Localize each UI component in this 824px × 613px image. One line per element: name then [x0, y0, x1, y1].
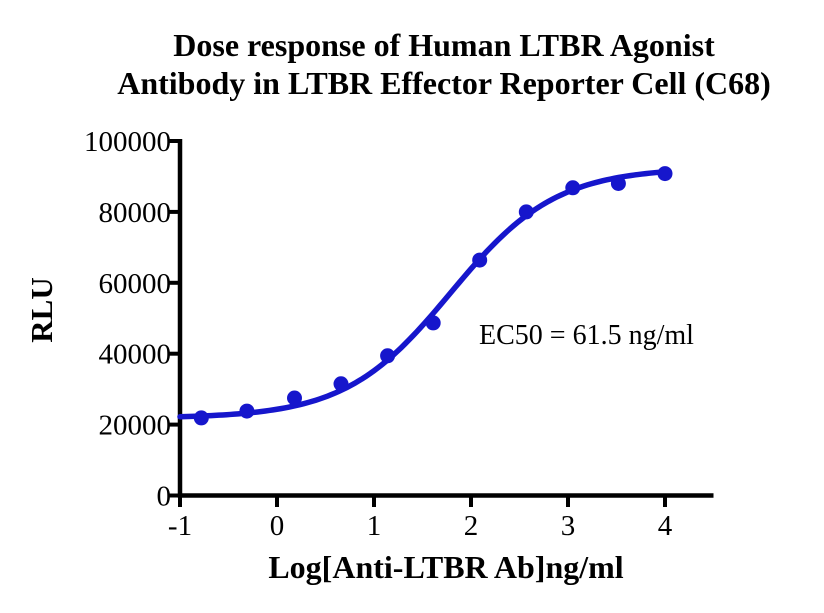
axes-group — [168, 139, 714, 507]
data-point — [610, 176, 626, 191]
x-tick-label: 4 — [658, 510, 673, 542]
x-axis-title: Log[Anti-LTBR Ab]ng/ml — [268, 549, 624, 585]
x-tick-label: 3 — [561, 510, 576, 542]
data-point — [657, 166, 673, 182]
x-tick-label: 0 — [270, 510, 285, 542]
data-point — [380, 348, 396, 364]
y-tick-label: 100000 — [84, 126, 171, 158]
axis-spine — [177, 139, 714, 498]
data-points-group — [193, 166, 673, 426]
y-tick-label: 80000 — [99, 197, 172, 229]
y-tick-label: 20000 — [99, 410, 172, 442]
chart-title-line1: Dose response of Human LTBR Agonist — [173, 27, 715, 63]
chart-title-line2: Antibody in LTBR Effector Reporter Cell … — [117, 65, 771, 101]
data-point — [287, 390, 302, 406]
data-point — [425, 315, 441, 331]
data-point — [333, 376, 349, 392]
data-point — [472, 252, 488, 268]
data-point — [239, 403, 255, 419]
x-tick-label: 2 — [464, 510, 479, 542]
ec50-annotation: EC50 = 61.5 ng/ml — [479, 320, 694, 351]
chart-title: Dose response of Human LTBR Agonist Anti… — [117, 26, 771, 102]
y-tick-label: 0 — [157, 481, 172, 513]
fit-curve-group — [177, 169, 668, 420]
fit-curve-path — [177, 169, 668, 420]
data-point — [518, 204, 534, 220]
x-tick-label: -1 — [168, 510, 192, 542]
data-point — [565, 180, 581, 196]
y-tick-label: 60000 — [99, 268, 172, 300]
x-tick-label: 1 — [367, 510, 382, 542]
data-point — [193, 410, 209, 426]
y-tick-label: 40000 — [99, 339, 172, 371]
